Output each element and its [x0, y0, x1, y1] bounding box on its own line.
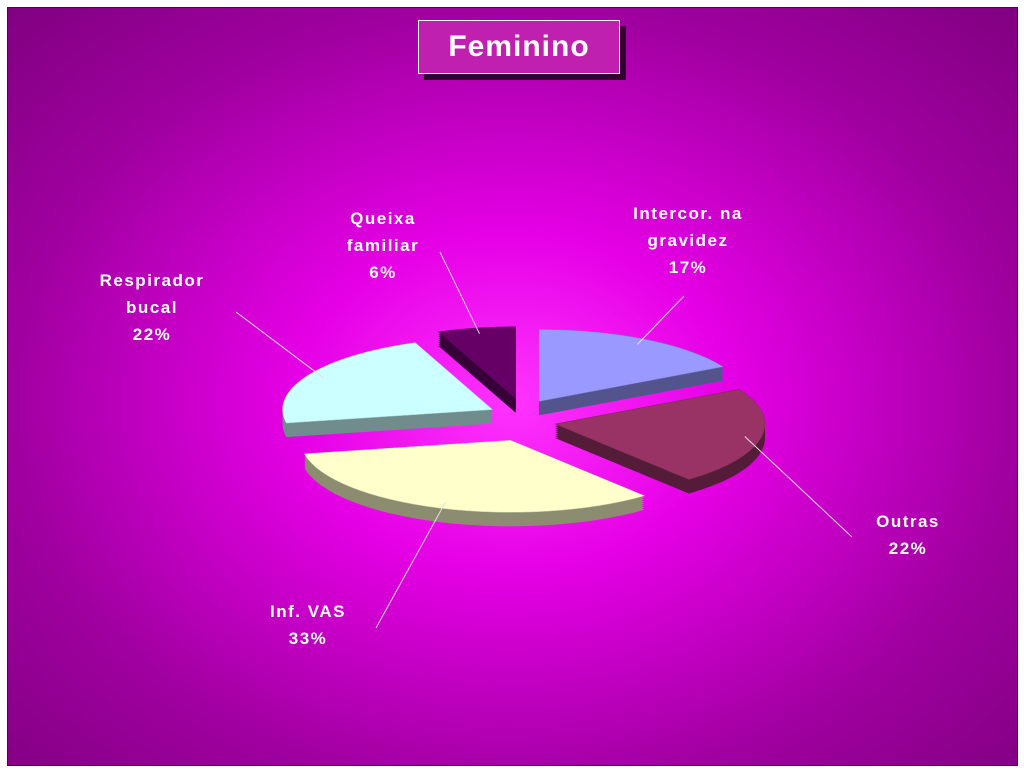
leader-line — [375, 502, 446, 629]
value-label: 17% — [668, 258, 708, 277]
slice-label: Respirador bucal 22% — [87, 267, 217, 348]
value-label: 33% — [288, 629, 328, 648]
category-label: Intercor. na gravidez — [633, 204, 743, 250]
slice-label: Inf. VAS 33% — [233, 598, 383, 652]
slice-label: Intercor. na gravidez 17% — [603, 200, 773, 281]
slice-label: Outras 22% — [833, 508, 983, 562]
value-label: 6% — [369, 263, 397, 282]
pie-slice — [303, 440, 646, 513]
category-label: Respirador bucal — [99, 271, 205, 317]
leader-line — [235, 311, 324, 379]
leader-line — [439, 251, 480, 334]
category-label: Queixa familiar — [346, 209, 420, 255]
category-label: Outras — [876, 512, 940, 531]
value-label: 22% — [132, 325, 172, 344]
pie-slice — [282, 342, 494, 424]
slice-label: Queixa familiar 6% — [328, 205, 438, 286]
pie-slice — [554, 389, 766, 480]
chart-title: Feminino — [418, 20, 620, 74]
leader-line — [637, 295, 685, 345]
pie-slice — [538, 329, 724, 402]
category-label: Inf. VAS — [270, 602, 346, 621]
value-label: 22% — [888, 539, 928, 558]
leader-line — [744, 436, 853, 538]
